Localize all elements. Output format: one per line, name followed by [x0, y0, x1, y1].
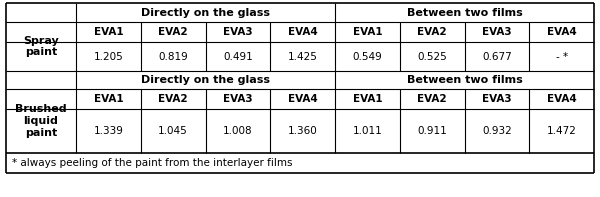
Text: EVA4: EVA4	[288, 94, 317, 104]
Text: 1.205: 1.205	[94, 51, 123, 61]
Text: 0.911: 0.911	[417, 126, 447, 136]
Text: EVA1: EVA1	[353, 94, 382, 104]
Text: Brushed
liquid
paint: Brushed liquid paint	[15, 104, 67, 138]
Text: * always peeling of the paint from the interlayer films: * always peeling of the paint from the i…	[12, 158, 293, 168]
Text: EVA3: EVA3	[223, 27, 253, 37]
Text: EVA2: EVA2	[418, 94, 447, 104]
Text: EVA2: EVA2	[158, 27, 188, 37]
Text: EVA1: EVA1	[94, 27, 123, 37]
Text: EVA1: EVA1	[353, 27, 382, 37]
Text: 1.360: 1.360	[288, 126, 317, 136]
Text: EVA3: EVA3	[223, 94, 253, 104]
Text: EVA1: EVA1	[94, 94, 123, 104]
Text: Directly on the glass: Directly on the glass	[141, 75, 270, 85]
Text: 1.045: 1.045	[158, 126, 188, 136]
Text: EVA4: EVA4	[288, 27, 317, 37]
Text: 1.472: 1.472	[547, 126, 577, 136]
Text: EVA2: EVA2	[418, 27, 447, 37]
Text: 1.339: 1.339	[94, 126, 124, 136]
Text: 0.819: 0.819	[158, 51, 188, 61]
Text: Directly on the glass: Directly on the glass	[141, 7, 270, 18]
Text: Between two films: Between two films	[407, 7, 523, 18]
Text: 0.491: 0.491	[223, 51, 253, 61]
Text: 0.549: 0.549	[353, 51, 382, 61]
Text: 1.008: 1.008	[223, 126, 253, 136]
Text: EVA2: EVA2	[158, 94, 188, 104]
Text: - *: - *	[556, 51, 568, 61]
Text: Between two films: Between two films	[407, 75, 523, 85]
Text: EVA3: EVA3	[482, 27, 512, 37]
Text: 1.011: 1.011	[353, 126, 382, 136]
Text: EVA4: EVA4	[547, 27, 577, 37]
Text: 1.425: 1.425	[287, 51, 317, 61]
Text: 0.677: 0.677	[482, 51, 512, 61]
Text: 0.525: 0.525	[417, 51, 447, 61]
Text: 0.932: 0.932	[482, 126, 512, 136]
Text: Spray
paint: Spray paint	[23, 36, 59, 57]
Text: EVA4: EVA4	[547, 94, 577, 104]
Text: EVA3: EVA3	[482, 94, 512, 104]
